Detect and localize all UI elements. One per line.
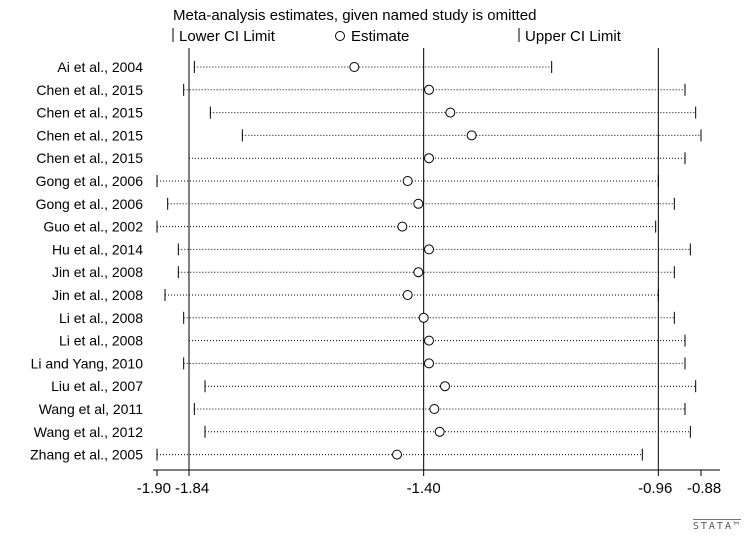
estimate-marker xyxy=(424,335,434,346)
study-row: Guo et al., 2002 xyxy=(43,219,657,235)
legend: Lower CI Limit Estimate Upper CI Limit xyxy=(172,28,622,45)
study-row: Wang et al, 2011 xyxy=(39,401,686,417)
study-row: Li et al., 2008 xyxy=(59,333,686,349)
study-label: Gong et al., 2006 xyxy=(36,196,144,212)
study-rows: Ai et al., 2004 Chen et al., 2015 Chen et … xyxy=(30,59,702,463)
study-row: Liu et al., 2007 xyxy=(51,378,697,394)
study-row: Zhang et al., 2005 xyxy=(30,447,643,463)
study-label: Li and Yang, 2010 xyxy=(31,355,144,371)
estimate-marker xyxy=(466,130,477,141)
estimate-marker xyxy=(413,198,424,209)
chart-title: Meta-analysis estimates, given named stu… xyxy=(173,7,537,24)
study-label: Jin et al., 2008 xyxy=(52,264,143,280)
study-row: Hu et al., 2014 xyxy=(52,241,691,257)
study-row: Chen et al., 2015 xyxy=(36,127,702,143)
estimate-marker xyxy=(413,267,424,278)
study-row: Chen et al., 2015 xyxy=(36,105,697,121)
estimate-marker xyxy=(440,381,450,392)
study-label: Zhang et al., 2005 xyxy=(30,447,143,463)
study-label: Hu et al., 2014 xyxy=(52,241,143,257)
x-tick-label: -0.88 xyxy=(687,480,721,497)
stata-logo: STATA™ xyxy=(692,519,741,532)
legend-estimate-marker xyxy=(335,31,345,41)
study-label: Jin et al., 2008 xyxy=(52,287,143,303)
estimate-marker xyxy=(418,312,429,323)
study-label: Wang et al., 2012 xyxy=(34,424,143,440)
study-label: Chen et al., 2015 xyxy=(36,82,143,98)
legend-label: Upper CI Limit xyxy=(525,28,622,45)
x-axis-ticks: -1.90 -1.84 -1.40 -0.96 -0.88 xyxy=(137,470,721,497)
study-label: Ai et al., 2004 xyxy=(57,59,143,75)
study-row: Gong et al., 2006 xyxy=(36,173,659,189)
study-label: Liu et al., 2007 xyxy=(51,378,143,394)
study-label: Chen et al., 2015 xyxy=(36,150,143,166)
estimate-marker xyxy=(424,84,434,95)
estimate-marker xyxy=(424,153,434,164)
estimate-marker xyxy=(424,244,434,255)
legend-label: Lower CI Limit xyxy=(179,28,276,45)
study-label: Li et al., 2008 xyxy=(59,310,143,326)
reference-lines xyxy=(188,48,659,470)
study-row: Chen et al., 2015 xyxy=(36,150,686,166)
estimate-marker xyxy=(434,426,445,437)
study-row: Ai et al., 2004 xyxy=(57,59,553,75)
study-row: Gong et al., 2006 xyxy=(36,196,675,212)
study-label: Chen et al., 2015 xyxy=(36,105,143,121)
study-row: Jin et al., 2008 xyxy=(52,287,659,303)
study-label: Gong et al., 2006 xyxy=(36,173,144,189)
study-label: Li et al., 2008 xyxy=(59,333,143,349)
estimate-marker xyxy=(424,358,434,369)
study-label: Wang et al, 2011 xyxy=(39,401,144,417)
estimate-marker xyxy=(402,176,413,186)
estimate-marker xyxy=(397,221,408,232)
study-row: Li et al., 2008 xyxy=(59,310,675,326)
legend-label: Estimate xyxy=(351,28,409,45)
estimate-marker xyxy=(429,404,440,414)
estimate-marker xyxy=(349,62,360,72)
x-tick-label: -1.40 xyxy=(407,480,441,497)
study-label: Chen et al., 2015 xyxy=(36,127,143,143)
estimate-marker xyxy=(445,107,456,118)
study-row: Jin et al., 2008 xyxy=(52,264,675,280)
x-tick-label: -1.84 xyxy=(175,480,209,497)
estimate-marker xyxy=(402,290,413,300)
study-row: Chen et al., 2015 xyxy=(36,82,686,98)
estimate-marker xyxy=(392,449,402,460)
x-tick-label: -1.90 xyxy=(137,480,171,497)
study-row: Wang et al., 2012 xyxy=(34,424,691,440)
study-row: Li and Yang, 2010 xyxy=(31,355,686,371)
study-label: Guo et al., 2002 xyxy=(43,219,143,235)
x-tick-label: -0.96 xyxy=(638,480,672,497)
